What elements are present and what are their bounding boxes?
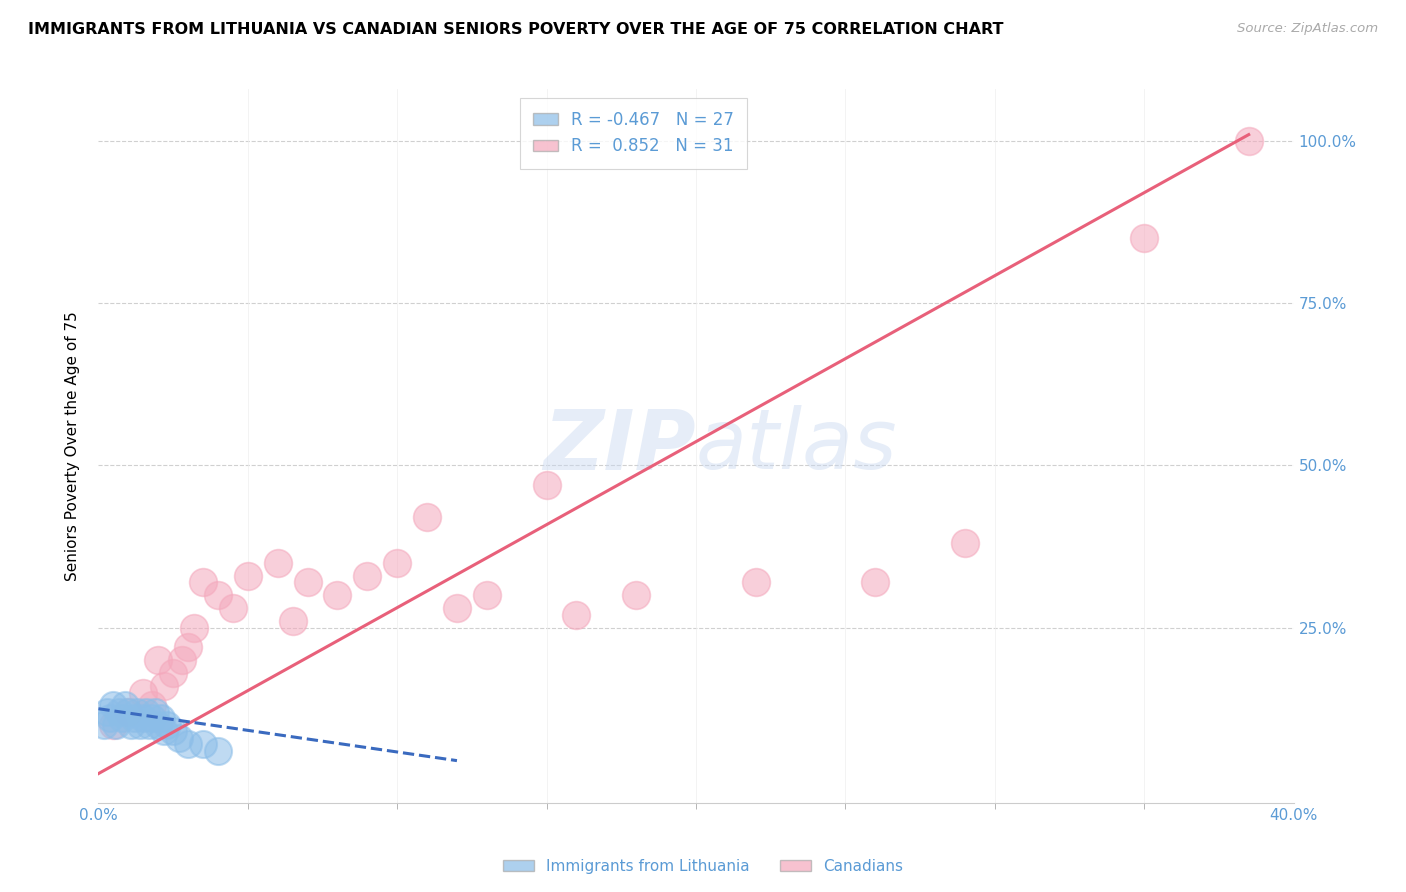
Point xyxy=(167,731,190,745)
Point xyxy=(191,738,214,752)
Point xyxy=(297,575,319,590)
Legend: R = -0.467   N = 27, R =  0.852   N = 31: R = -0.467 N = 27, R = 0.852 N = 31 xyxy=(519,97,748,169)
Point xyxy=(446,601,468,615)
Point xyxy=(103,718,125,732)
Point xyxy=(281,614,304,628)
Point xyxy=(385,556,409,570)
Point xyxy=(416,510,439,524)
Y-axis label: Seniors Poverty Over the Age of 75: Seniors Poverty Over the Age of 75 xyxy=(65,311,80,581)
Point xyxy=(103,698,125,713)
Point xyxy=(127,705,149,719)
Point xyxy=(148,653,170,667)
Point xyxy=(93,718,115,732)
Point xyxy=(153,724,176,739)
Point xyxy=(120,718,142,732)
Point xyxy=(536,478,558,492)
Point xyxy=(141,711,163,725)
Point xyxy=(114,698,136,713)
Point xyxy=(1133,231,1156,245)
Point xyxy=(153,679,176,693)
Point xyxy=(129,718,152,732)
Point xyxy=(236,568,259,582)
Text: Source: ZipAtlas.com: Source: ZipAtlas.com xyxy=(1237,22,1378,36)
Point xyxy=(135,705,157,719)
Point xyxy=(162,666,184,681)
Point xyxy=(865,575,887,590)
Point xyxy=(953,536,976,550)
Point xyxy=(565,607,588,622)
Point xyxy=(96,705,118,719)
Point xyxy=(156,718,179,732)
Point xyxy=(143,705,166,719)
Point xyxy=(626,588,648,602)
Point xyxy=(177,738,200,752)
Point xyxy=(475,588,498,602)
Point xyxy=(207,588,229,602)
Point xyxy=(172,653,194,667)
Point xyxy=(132,711,155,725)
Point xyxy=(138,718,160,732)
Point xyxy=(745,575,768,590)
Point xyxy=(150,711,173,725)
Text: IMMIGRANTS FROM LITHUANIA VS CANADIAN SENIORS POVERTY OVER THE AGE OF 75 CORRELA: IMMIGRANTS FROM LITHUANIA VS CANADIAN SE… xyxy=(28,22,1004,37)
Point xyxy=(117,705,139,719)
Point xyxy=(124,711,146,725)
Point xyxy=(267,556,290,570)
Point xyxy=(117,705,139,719)
Point xyxy=(148,718,170,732)
Point xyxy=(108,705,131,719)
Text: ZIP: ZIP xyxy=(543,406,696,486)
Point xyxy=(222,601,245,615)
Point xyxy=(141,698,163,713)
Point xyxy=(191,575,214,590)
Point xyxy=(1237,134,1260,148)
Legend: Immigrants from Lithuania, Canadians: Immigrants from Lithuania, Canadians xyxy=(496,853,910,880)
Point xyxy=(177,640,200,654)
Point xyxy=(111,711,134,725)
Point xyxy=(207,744,229,758)
Point xyxy=(162,724,184,739)
Text: atlas: atlas xyxy=(696,406,897,486)
Point xyxy=(132,685,155,699)
Point xyxy=(356,568,378,582)
Point xyxy=(105,718,128,732)
Point xyxy=(183,621,205,635)
Point xyxy=(326,588,349,602)
Point xyxy=(100,711,122,725)
